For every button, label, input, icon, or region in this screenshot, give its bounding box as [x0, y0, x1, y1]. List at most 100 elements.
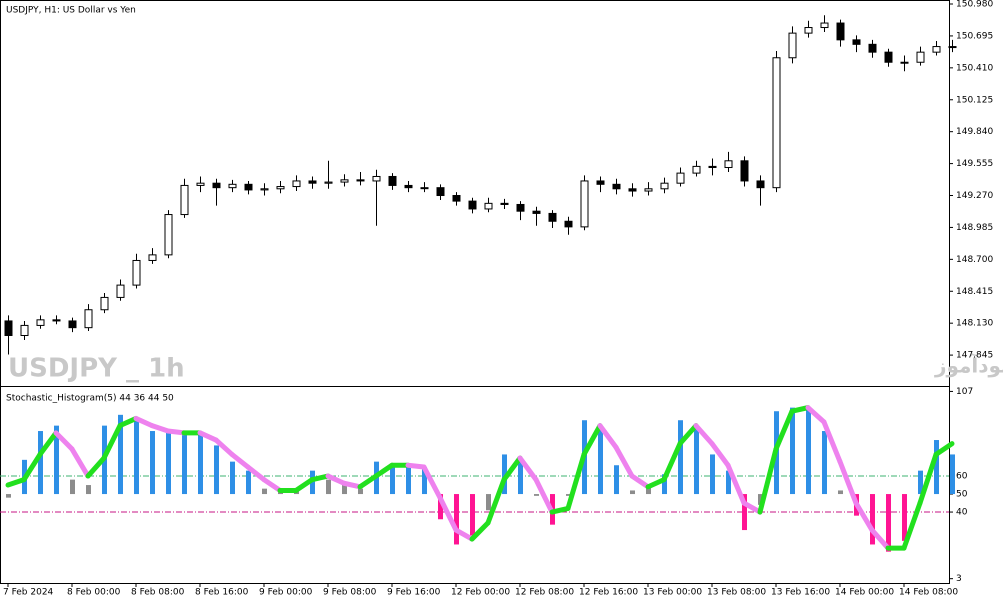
- candle-body: [260, 188, 269, 191]
- candle-body: [308, 180, 317, 184]
- candle-body: [772, 57, 781, 189]
- y-tick-label: 148.415: [956, 287, 993, 297]
- histogram-bar: [598, 425, 603, 495]
- histogram-bar: [86, 485, 91, 495]
- histogram-bar: [662, 474, 667, 495]
- candle-body: [516, 203, 525, 212]
- x-tick-label: 12 Feb 16:00: [579, 588, 638, 598]
- signal-line: [933, 441, 955, 457]
- candle-body: [788, 32, 797, 59]
- signal-line: [789, 405, 811, 414]
- histogram-bar: [838, 490, 843, 495]
- candle-body: [484, 202, 493, 210]
- candle-body: [644, 188, 653, 192]
- histogram-bar: [822, 431, 827, 495]
- signal-line: [485, 477, 507, 526]
- signal-line: [901, 500, 923, 551]
- y-tick-label: 148.700: [956, 255, 993, 265]
- signal-line: [549, 505, 571, 515]
- candle-body: [548, 212, 557, 222]
- y-tick-label: 149.270: [956, 191, 993, 201]
- x-tick-label: 8 Feb 16:00: [195, 588, 249, 598]
- histogram-bar: [134, 420, 139, 495]
- signal-line: [245, 464, 267, 483]
- y-tick-label: 148.130: [956, 319, 993, 329]
- signal-line: [357, 473, 379, 490]
- x-tick-label: 13 Feb 08:00: [707, 588, 766, 598]
- candle-body: [868, 43, 877, 53]
- signal-line: [629, 473, 651, 490]
- histogram-bar: [118, 414, 123, 495]
- y-tick-label: 50: [956, 490, 968, 500]
- signal-line: [165, 428, 187, 436]
- candle-body: [228, 183, 237, 189]
- signal-line: [53, 430, 75, 452]
- signal-line: [405, 462, 427, 470]
- histogram-bar: [38, 431, 43, 495]
- histogram-bar: [262, 488, 267, 495]
- signal-line: [645, 477, 667, 490]
- candle-body: [116, 284, 125, 298]
- candle-body: [580, 180, 589, 228]
- signal-line: [725, 462, 747, 506]
- signal-line: [21, 451, 43, 483]
- histogram-bar: [870, 494, 875, 545]
- histogram-bar: [358, 488, 363, 495]
- candle-body: [900, 61, 909, 64]
- histogram-bar: [342, 485, 347, 495]
- histogram-bar: [214, 445, 219, 495]
- signal-line: [373, 462, 395, 479]
- signal-line: [741, 500, 763, 515]
- signal-line: [37, 430, 59, 457]
- candle-body: [356, 179, 365, 182]
- candle-body: [340, 179, 349, 183]
- histogram-bar: [198, 432, 203, 495]
- candle-body: [420, 187, 429, 190]
- candle-body: [660, 182, 669, 190]
- histogram-bar: [790, 407, 795, 495]
- candle-body: [948, 46, 957, 49]
- histogram-bar: [150, 431, 155, 495]
- candle-body: [52, 319, 61, 322]
- x-tick-label: 12 Feb 00:00: [451, 588, 510, 598]
- y-tick-label: 150.410: [956, 63, 993, 73]
- candle-body: [852, 39, 861, 45]
- histogram-bar: [470, 494, 475, 536]
- histogram-bar: [534, 494, 539, 496]
- candle-body: [164, 214, 173, 256]
- signal-line: [613, 444, 635, 479]
- signal-line: [581, 423, 603, 457]
- histogram-bar: [454, 494, 459, 545]
- signal-line: [341, 480, 363, 490]
- histogram-bar: [886, 494, 891, 552]
- candle-body: [708, 165, 717, 169]
- histogram-bar: [278, 492, 283, 495]
- y-tick-label: 107: [956, 387, 973, 397]
- signal-line: [69, 446, 91, 479]
- candle-body: [692, 165, 701, 174]
- candle-body: [100, 296, 109, 311]
- histogram-bar: [646, 485, 651, 495]
- signal-line: [853, 500, 875, 533]
- histogram-bar: [710, 454, 715, 495]
- x-tick-label: 13 Feb 00:00: [643, 588, 702, 598]
- histogram-bar: [246, 470, 251, 495]
- signal-line: [661, 441, 683, 483]
- histogram-bar: [6, 494, 11, 498]
- signal-line: [805, 405, 827, 425]
- candle-body: [756, 180, 765, 189]
- histogram-bar: [678, 420, 683, 495]
- candle-body: [68, 320, 77, 329]
- y-tick-label: 149.555: [956, 159, 993, 169]
- candle-body: [84, 309, 93, 329]
- candle-body: [804, 27, 813, 34]
- histogram-bar: [806, 409, 811, 495]
- x-tick-label: 13 Feb 16:00: [771, 588, 830, 598]
- candle-body: [468, 200, 477, 210]
- indicator-title: Stochastic_Histogram(5) 44 36 44 50: [6, 394, 174, 404]
- signal-line: [757, 446, 779, 515]
- signal-line: [773, 408, 795, 452]
- histogram-bar: [502, 454, 507, 495]
- signal-line: [229, 451, 251, 470]
